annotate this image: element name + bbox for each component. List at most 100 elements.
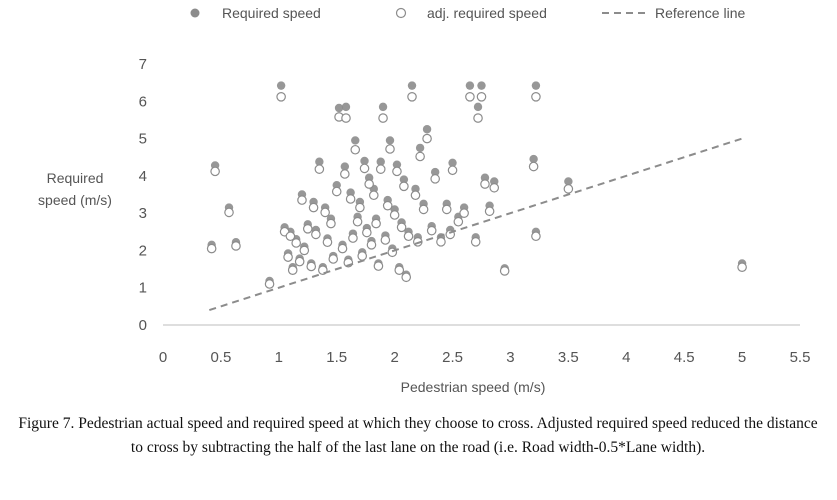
adj-required-speed-point bbox=[426, 225, 437, 236]
y-tick-label: 1 bbox=[139, 280, 147, 297]
x-tick-label: 0.5 bbox=[210, 349, 231, 366]
required-speed-point bbox=[564, 177, 573, 186]
x-axis-title: Pedestrian speed (m/s) bbox=[401, 379, 546, 395]
required-speed-point bbox=[351, 136, 360, 145]
reference-line bbox=[209, 137, 743, 312]
required-speed-point bbox=[529, 154, 538, 164]
x-tick-label: 4.5 bbox=[674, 349, 695, 366]
required-speed-point bbox=[360, 156, 369, 166]
adj-required-speed-point bbox=[322, 237, 333, 248]
y-tick-label: 3 bbox=[139, 205, 147, 222]
adj-required-speed-point bbox=[357, 251, 368, 261]
y-tick-label: 5 bbox=[139, 131, 147, 148]
adj-required-speed-point bbox=[563, 184, 574, 194]
adj-required-speed-point bbox=[373, 261, 384, 271]
adj-required-speed-point bbox=[331, 186, 342, 197]
adj-required-speed-point bbox=[403, 231, 414, 242]
adj-required-speed-point bbox=[350, 144, 361, 155]
adj-required-speed-point bbox=[480, 179, 490, 189]
adj-required-speed-point bbox=[465, 92, 475, 102]
adj-required-speed-point bbox=[382, 200, 393, 211]
adj-required-speed-point bbox=[422, 133, 432, 144]
adj-required-speed-point bbox=[276, 92, 286, 102]
adj-required-speed-point bbox=[528, 161, 539, 172]
adj-required-speed-point bbox=[399, 181, 409, 192]
adj-required-speed-point bbox=[531, 92, 541, 102]
required-speed-point bbox=[315, 157, 324, 166]
x-tick-label: 3 bbox=[506, 349, 514, 366]
x-tick-label: 3.5 bbox=[558, 349, 579, 366]
x-tick-label: 4 bbox=[622, 349, 630, 366]
required-speed-point bbox=[334, 103, 344, 113]
adj-required-speed-point bbox=[352, 216, 363, 227]
x-tick-label: 1 bbox=[275, 349, 283, 366]
adj-required-speed-point bbox=[299, 245, 310, 256]
adj-required-speed-point bbox=[430, 174, 440, 184]
adj-required-speed-point bbox=[306, 261, 317, 272]
legend: Required speed adj. required speed Referen… bbox=[190, 5, 745, 21]
legend-marker-adj-required-speed bbox=[395, 7, 407, 19]
adj-required-speed-point bbox=[418, 204, 429, 215]
scatter-chart: Required speed adj. required speed Referen… bbox=[38, 5, 811, 395]
required-speed-point bbox=[465, 81, 475, 90]
adj-required-speed-point bbox=[364, 179, 374, 189]
adj-required-speed-point bbox=[362, 227, 372, 238]
required-speed-point bbox=[531, 81, 541, 90]
adj-required-speed-point bbox=[328, 254, 339, 264]
adj-required-speed-point bbox=[401, 272, 412, 283]
adj-required-speed-point bbox=[231, 241, 241, 251]
y-tick-label: 2 bbox=[139, 242, 147, 259]
adj-required-speed-point bbox=[489, 182, 500, 193]
legend-marker-required-speed bbox=[190, 8, 200, 18]
required-speed-point bbox=[341, 102, 351, 112]
y-axis-title-line: speed (m/s) bbox=[38, 192, 112, 208]
adj-required-speed-point bbox=[359, 163, 370, 174]
adj-required-speed-point bbox=[337, 243, 348, 254]
figure-caption: Figure 7. Pedestrian actual speed and re… bbox=[18, 415, 818, 456]
legend-label: Reference line bbox=[655, 5, 745, 21]
adj-required-speed-point bbox=[484, 206, 495, 217]
adj-required-speed-point bbox=[345, 194, 356, 204]
adj-required-speed-point bbox=[436, 237, 446, 247]
adj-required-speed-point bbox=[326, 218, 336, 229]
required-speed-point bbox=[448, 158, 457, 168]
x-tick-labels: 0 0.5 1 1.5 2 2.5 3 3.5 4 4.5 5 5.5 bbox=[159, 349, 811, 366]
adj-required-speed-point bbox=[285, 231, 296, 242]
required-speed-point bbox=[376, 157, 385, 166]
adj-required-speed-point bbox=[206, 243, 217, 254]
required-speed-point bbox=[392, 160, 402, 169]
x-tick-label: 2.5 bbox=[442, 349, 463, 366]
adj-required-speed-point bbox=[392, 166, 402, 177]
x-tick-label: 0 bbox=[159, 349, 167, 366]
adj-required-speed-point bbox=[737, 262, 747, 273]
adj-required-speed-point bbox=[294, 256, 305, 267]
adj-required-speed-point bbox=[453, 216, 464, 227]
required-speed-point bbox=[340, 162, 350, 171]
required-speed-point bbox=[399, 175, 409, 184]
adj-required-speed-point bbox=[415, 151, 425, 162]
adj-required-speed-point bbox=[308, 202, 319, 213]
y-tick-labels: 0 1 2 3 4 5 6 7 bbox=[139, 56, 147, 334]
adj-required-speed-point bbox=[210, 166, 220, 177]
adj-required-speed-point bbox=[499, 266, 510, 276]
y-tick-label: 6 bbox=[139, 93, 147, 110]
y-tick-label: 0 bbox=[139, 317, 147, 334]
required-speed-point bbox=[407, 81, 417, 90]
adj-required-speed-point bbox=[394, 265, 405, 275]
adj-required-speed-point bbox=[378, 113, 388, 123]
adj-required-speed-point bbox=[311, 229, 321, 240]
adj-required-speed-point bbox=[355, 202, 365, 213]
adj-required-speed-point bbox=[283, 252, 293, 262]
adj-required-speed-point bbox=[320, 207, 330, 218]
legend-label: Required speed bbox=[222, 5, 321, 21]
required-speed-point bbox=[276, 81, 286, 90]
adj-required-speed-point bbox=[341, 113, 351, 123]
adj-required-speed-point bbox=[407, 92, 417, 102]
required-speed-point bbox=[430, 167, 440, 177]
plot-area bbox=[206, 81, 747, 312]
required-speed-point bbox=[378, 102, 388, 112]
y-axis-title: Required speed (m/s) bbox=[38, 170, 112, 208]
x-tick-label: 2 bbox=[390, 349, 398, 366]
adj-required-speed-point bbox=[348, 233, 358, 243]
adj-required-speed-point bbox=[396, 222, 407, 233]
